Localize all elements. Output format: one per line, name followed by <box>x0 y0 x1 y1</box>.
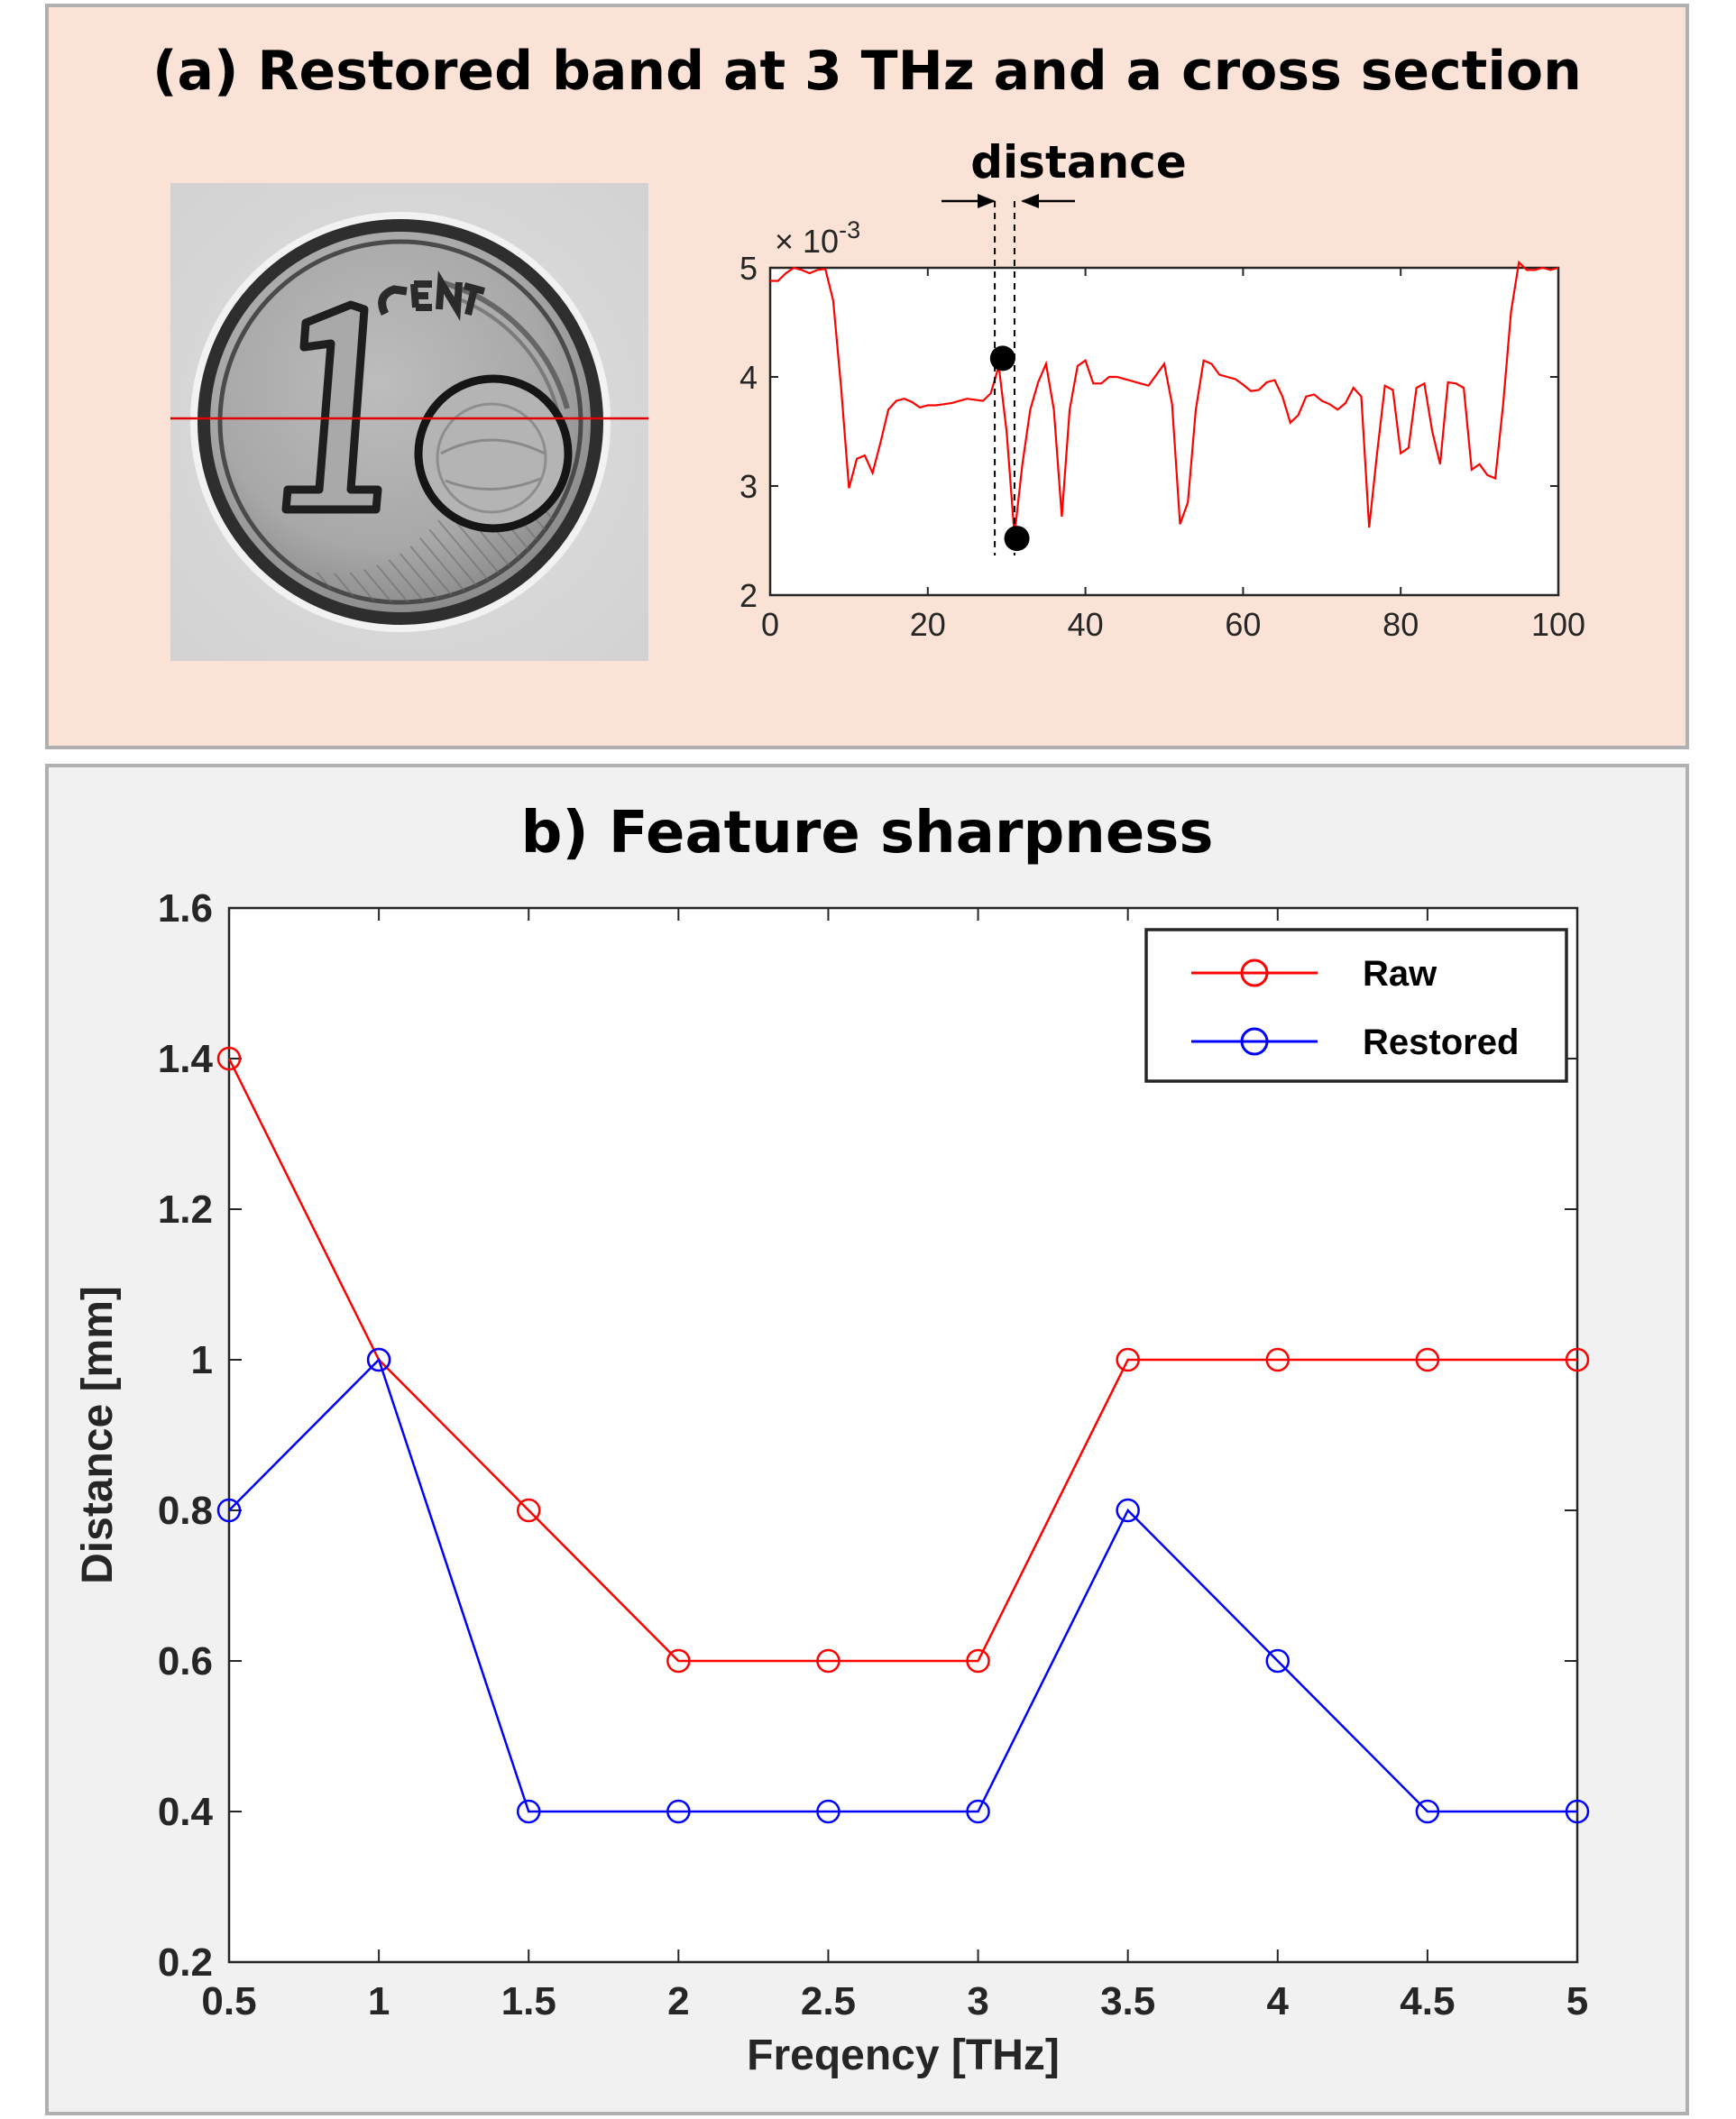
data-point-raw <box>666 1648 691 1674</box>
data-point-raw <box>216 1046 242 1071</box>
profile-y-exponent: × 10-3 <box>775 216 860 260</box>
x-tick-label: 4 <box>1267 1979 1290 2023</box>
data-point-raw <box>1415 1347 1440 1372</box>
x-tick-label: 3.5 <box>1100 1979 1155 2023</box>
y-tick-label: 0.4 <box>158 1790 214 1834</box>
legend-box <box>1144 928 1568 1083</box>
profile-y-tick-label: 2 <box>739 577 758 614</box>
data-point-raw <box>1116 1347 1140 1372</box>
legend-marker-restored <box>1240 1027 1269 1056</box>
data-point-restored <box>816 1799 840 1824</box>
profile-y-exponent-power: -3 <box>839 216 860 243</box>
distance-arrows <box>941 194 1075 208</box>
profile-line <box>770 260 1559 536</box>
sharpness-chart: 0.5 1 1.5 2 2.5 3 3.5 4 4.5 5 0.2 0.4 0.6 0.8 1 1.2 1.4 1… <box>74 886 1590 2079</box>
series-line-restored <box>228 1357 1577 1813</box>
x-tick-label: 2 <box>667 1979 689 2023</box>
profile-y-tick-label: 4 <box>739 359 758 396</box>
panel-b: b) Feature sharpness 0.5 1 1.5 2 2.5 3 3.5 4 4.5… <box>45 764 1689 2115</box>
y-tick-label: 0.2 <box>158 1940 213 1985</box>
x-axis-label: Freqency [THz] <box>747 2032 1060 2079</box>
profile-x-tick-label: 60 <box>1225 606 1261 643</box>
data-point-restored <box>216 1498 242 1523</box>
data-point-restored <box>666 1799 691 1824</box>
profile-markers <box>989 201 1030 555</box>
data-point-restored <box>966 1799 990 1824</box>
profile-plot-area <box>768 266 1560 597</box>
data-point-raw <box>966 1648 990 1674</box>
data-point-raw <box>1565 1347 1590 1372</box>
series-line-raw <box>227 1058 1577 1663</box>
data-point-restored <box>1116 1498 1140 1523</box>
profile-y-tick-label: 3 <box>739 468 758 505</box>
profile-x-tick-label: 20 <box>910 606 946 643</box>
profile-series <box>770 260 1559 536</box>
legend-label-restored: Restored <box>1363 1023 1519 1062</box>
x-tick-label: 0.5 <box>201 1979 256 2023</box>
x-tick-label: 3 <box>967 1979 988 2023</box>
x-tick-label: 2.5 <box>801 1979 856 2023</box>
y-tick-label: 1.4 <box>158 1037 214 1081</box>
panel-a: (a) Restored band at 3 THz and a cross s… <box>45 4 1689 749</box>
profile-x-tick-label: 100 <box>1531 606 1585 643</box>
profile-y-tick-label: 5 <box>739 250 758 287</box>
profile-x-tick-label: 0 <box>761 606 779 643</box>
y-tick-label: 0.6 <box>158 1639 213 1683</box>
data-point-restored <box>1565 1799 1590 1824</box>
x-tick-label: 1 <box>368 1979 390 2023</box>
coin-image <box>170 183 648 661</box>
profile-marker-point <box>1004 526 1030 552</box>
data-point-restored <box>1265 1648 1291 1674</box>
y-axis-label: Distance [mm] <box>74 1286 122 1584</box>
data-point-raw <box>1265 1347 1291 1372</box>
chart-legend: Raw Restored <box>1144 928 1568 1083</box>
panel-a-title: (a) Restored band at 3 THz and a cross s… <box>152 40 1582 103</box>
y-tick-label: 1 <box>191 1338 213 1382</box>
x-tick-label: 4.5 <box>1400 1979 1455 2023</box>
y-tick-label: 1.2 <box>158 1188 213 1232</box>
x-tick-label: 1.5 <box>501 1979 556 2023</box>
data-point-restored <box>366 1347 391 1372</box>
y-tick-label: 1.6 <box>158 886 213 931</box>
distance-annotation: distance <box>970 136 1186 188</box>
profile-axes: 0 20 40 60 80 100 2 3 4 5 × 10-3 <box>739 216 1585 643</box>
profile-plot: 0 20 40 60 80 100 2 3 4 5 × 10-3 distance <box>739 136 1585 643</box>
legend-label-raw: Raw <box>1363 954 1437 994</box>
data-point-raw <box>816 1648 840 1674</box>
chart-series <box>216 1046 1590 1824</box>
legend-marker-raw <box>1240 959 1269 987</box>
profile-x-tick-label: 80 <box>1382 606 1419 643</box>
panel-b-title: b) Feature sharpness <box>520 800 1214 867</box>
data-point-raw <box>516 1498 541 1523</box>
data-point-restored <box>1415 1799 1440 1824</box>
data-point-restored <box>516 1799 541 1824</box>
y-tick-label: 0.8 <box>158 1489 213 1533</box>
profile-marker-point <box>989 345 1015 372</box>
profile-x-tick-label: 40 <box>1068 606 1104 643</box>
series-restored <box>216 1347 1590 1824</box>
x-tick-label: 5 <box>1566 1979 1588 2023</box>
